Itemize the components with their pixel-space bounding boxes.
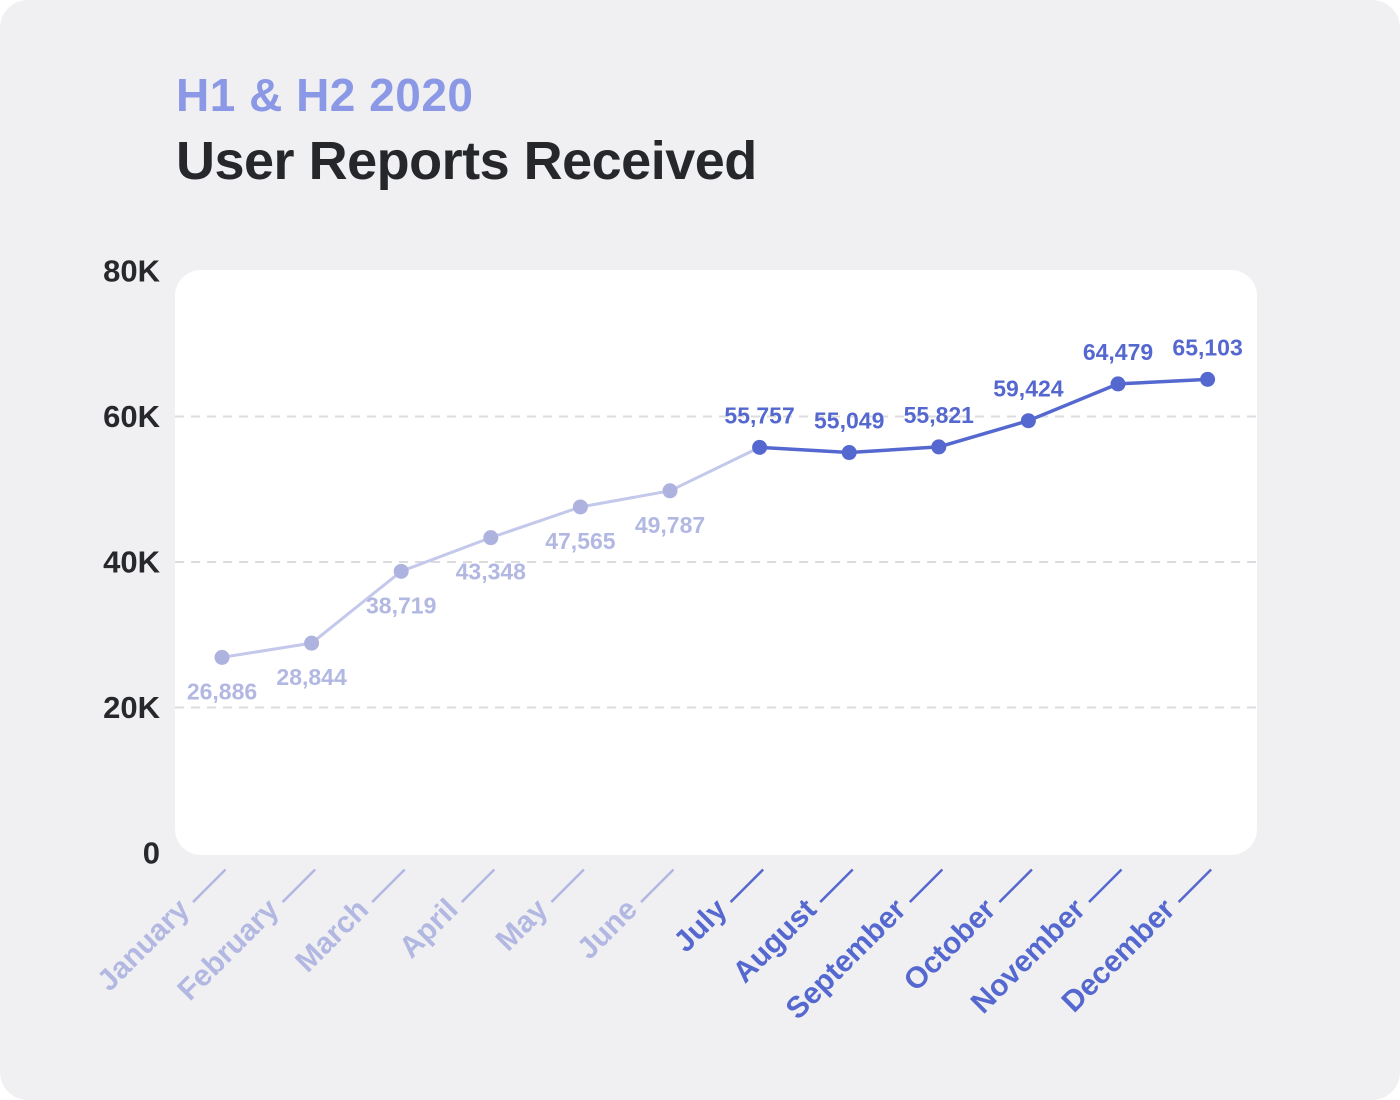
y-axis-label: 20K [103,690,160,725]
x-axis-label: May [490,893,555,958]
x-axis-label: April [393,893,465,965]
y-axis-label: 0 [143,836,160,871]
series-line [759,377,1208,455]
data-point [214,649,230,665]
value-label: 26,886 [187,678,257,704]
y-axis-label: 60K [103,399,160,434]
data-point [662,483,678,499]
value-label: 65,103 [1172,334,1242,360]
x-axis-tick: June [571,868,675,966]
data-point [1110,376,1126,392]
value-label: 28,844 [276,664,347,690]
data-point [393,563,409,579]
value-label: 47,565 [545,528,616,554]
x-axis-tick: September [780,868,944,1026]
value-label: 64,479 [1083,339,1153,365]
y-axis-label: 80K [103,254,160,289]
data-point [483,530,499,546]
value-label: 59,424 [993,376,1064,402]
chart-title: User Reports Received [176,131,757,191]
data-point [572,499,588,515]
data-point [931,439,947,455]
value-label: 38,719 [366,592,436,618]
data-point [1200,371,1216,387]
data-point [841,445,857,461]
x-axis-label: March [289,893,375,979]
value-label: 55,049 [814,408,884,434]
data-point [1020,413,1036,429]
data-point [304,635,320,651]
x-axis-tick: February [171,868,317,1007]
x-axis-label: July [668,893,734,959]
data-point [752,439,768,455]
x-axis-label: June [571,893,644,966]
chart-subtitle: H1 & H2 2020 [176,69,474,121]
value-label: 55,757 [724,402,794,428]
x-axis-tick: November [965,868,1123,1020]
value-label: 49,787 [635,512,705,538]
x-axis-tick: December [1056,868,1213,1019]
plot-panel [175,270,1257,855]
x-axis-tick: March [289,868,406,979]
value-label: 43,348 [456,559,527,585]
value-label: 55,821 [904,402,975,428]
chart-header: H1 & H2 2020 User Reports Received [176,68,757,192]
y-axis-label: 40K [103,545,160,580]
x-axis-tick: April [393,868,496,965]
